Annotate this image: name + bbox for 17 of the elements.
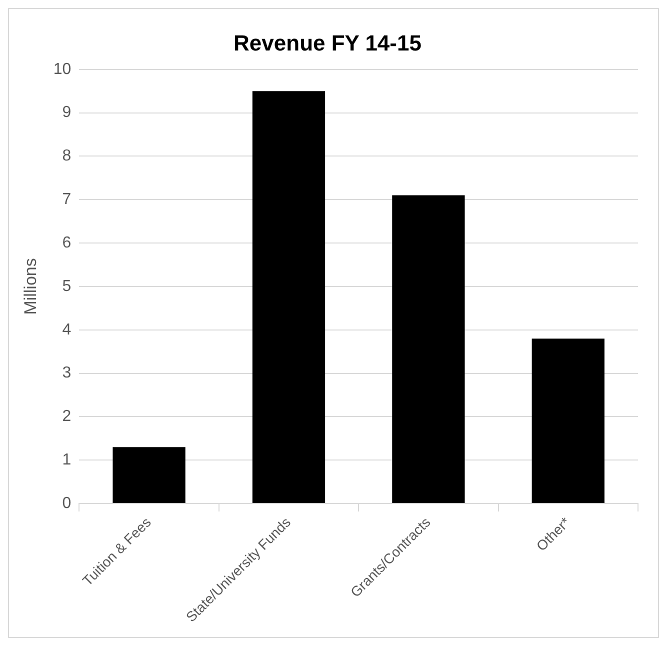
bar [252,91,326,504]
bar [392,195,465,504]
y-tick-label: 8 [62,148,72,165]
y-tick-label: 0 [62,494,72,512]
y-tick-label: 5 [62,278,72,295]
bar [532,338,604,504]
y-axis-title: Millions [20,258,40,315]
y-tick-label: 4 [62,321,72,338]
y-tick-label: 10 [53,60,72,78]
y-tick-label: 7 [62,191,72,208]
bar [112,447,186,504]
y-tick-label: 1 [62,452,72,469]
y-tick-label: 3 [62,364,72,382]
y-tick-label: 6 [62,234,72,252]
y-tick-label: 2 [62,408,72,426]
chart-title: Revenue FY 14-15 [234,30,422,56]
y-tick-label: 9 [62,104,72,122]
